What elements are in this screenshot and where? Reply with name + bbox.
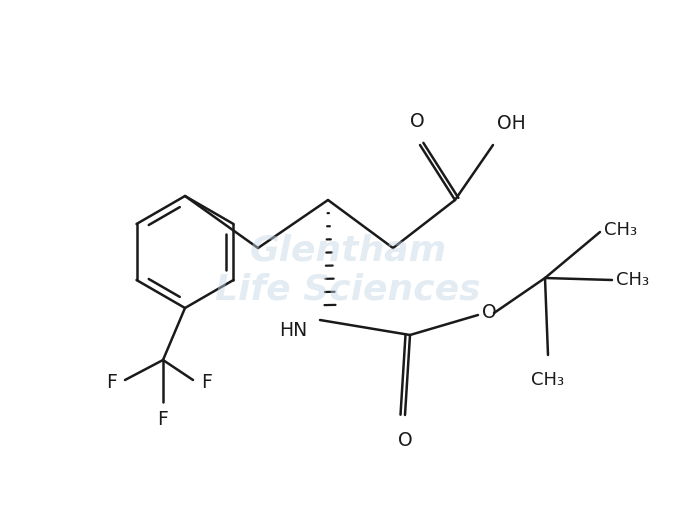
- Text: F: F: [157, 410, 168, 429]
- Text: O: O: [410, 112, 425, 131]
- Text: CH₃: CH₃: [604, 221, 637, 239]
- Text: O: O: [397, 431, 412, 450]
- Text: CH₃: CH₃: [532, 371, 564, 389]
- Text: O: O: [482, 304, 497, 322]
- Text: F: F: [106, 372, 117, 392]
- Text: Glentham
Life Sciences: Glentham Life Sciences: [215, 233, 481, 307]
- Text: F: F: [201, 372, 212, 392]
- Text: HN: HN: [279, 320, 307, 340]
- Text: OH: OH: [497, 114, 525, 133]
- Text: CH₃: CH₃: [616, 271, 649, 289]
